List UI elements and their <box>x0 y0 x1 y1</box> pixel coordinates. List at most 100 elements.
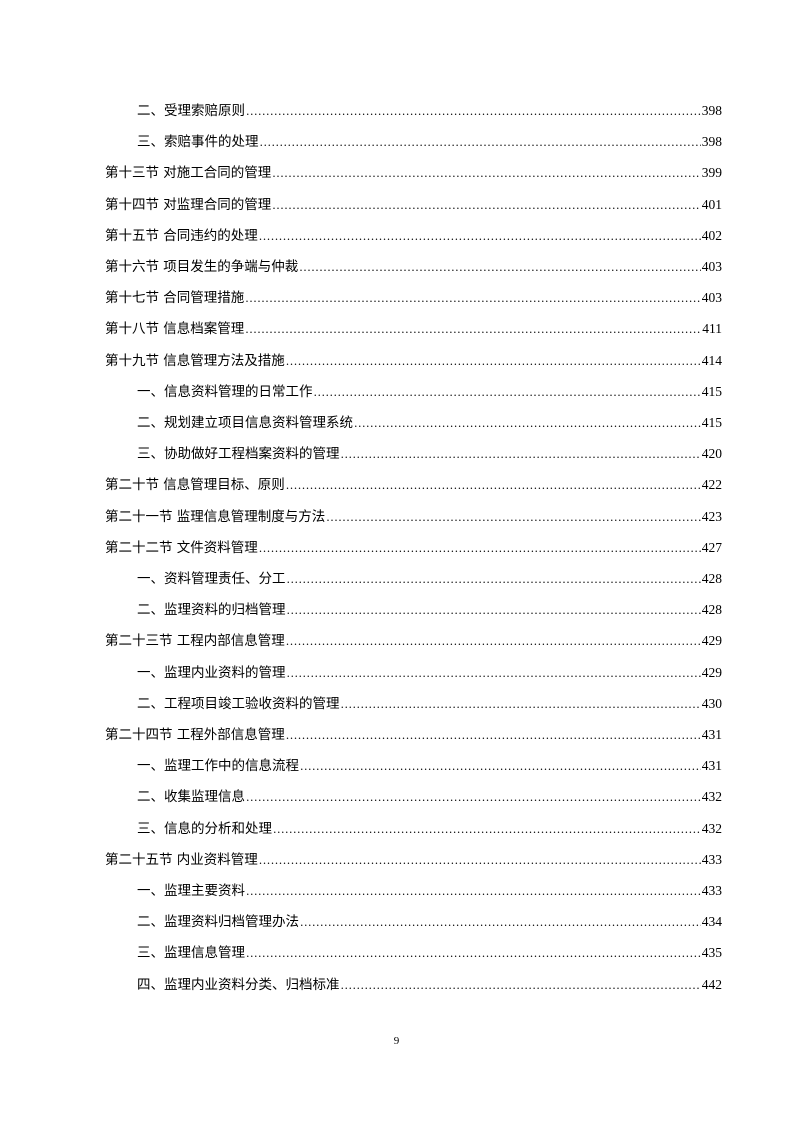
toc-entry[interactable]: 第二十一节 监理信息管理制度与方法 423 <box>105 507 722 527</box>
toc-entry[interactable]: 二、监理资料归档管理办法 434 <box>137 912 722 932</box>
toc-entry-page: 403 <box>701 290 722 306</box>
dot-leader <box>273 821 701 839</box>
toc-entry-title: 一、信息资料管理的日常工作 <box>137 383 313 400</box>
dot-leader <box>246 103 701 121</box>
dot-leader <box>300 758 701 776</box>
dot-leader <box>260 134 701 152</box>
toc-entry-title: 一、监理主要资料 <box>137 883 245 899</box>
toc-entry-page: 415 <box>701 415 722 430</box>
toc-entry-page: 432 <box>701 820 722 836</box>
dot-leader <box>245 290 700 308</box>
toc-entry[interactable]: 第二十二节 文件资料管理 427 <box>105 538 722 558</box>
toc-entry-page: 398 <box>701 103 722 118</box>
toc-entry-page: 398 <box>701 134 722 150</box>
toc-entry[interactable]: 二、受理索赔原则 398 <box>137 101 722 121</box>
dot-leader <box>246 945 701 963</box>
toc-entry-title: 第二十四节 工程外部信息管理 <box>105 727 285 743</box>
toc-entry[interactable]: 二、工程项目竣工验收资料的管理 430 <box>137 694 722 714</box>
dot-leader <box>341 446 701 464</box>
toc-entry-title: 二、监理资料的归档管理 <box>137 602 286 619</box>
dot-leader <box>341 696 701 714</box>
dot-leader <box>259 540 701 558</box>
dot-leader <box>326 509 700 527</box>
toc-entry-page: 415 <box>701 383 722 399</box>
toc-entry[interactable]: 三、监理信息管理 435 <box>137 943 722 963</box>
toc-entry-title: 二、收集监理信息 <box>137 789 245 806</box>
dot-leader <box>341 977 701 995</box>
toc-entry-title: 一、监理内业资料的管理 <box>137 664 286 681</box>
toc-entry-title: 三、监理信息管理 <box>137 945 245 962</box>
dot-leader <box>300 914 701 932</box>
toc-entry[interactable]: 第十九节 信息管理方法及措施 414 <box>105 351 722 371</box>
toc-entry[interactable]: 二、监理资料的归档管理 428 <box>137 600 722 620</box>
toc-entry-page: 428 <box>701 602 722 618</box>
toc-entry[interactable]: 一、监理主要资料 433 <box>137 881 722 901</box>
toc-entry[interactable]: 二、规划建立项目信息资料管理系统 415 <box>137 413 722 433</box>
toc-entry[interactable]: 一、监理工作中的信息流程 431 <box>137 756 722 776</box>
dot-leader <box>287 665 701 683</box>
toc-entry-page: 422 <box>701 477 722 493</box>
dot-leader <box>286 353 701 371</box>
toc-entry[interactable]: 二、收集监理信息 432 <box>137 787 722 807</box>
toc-entry-title: 第十九节 信息管理方法及措施 <box>105 352 285 369</box>
toc-entry-title: 第十七节 合同管理措施 <box>105 290 245 307</box>
toc-entry[interactable]: 第二十五节 内业资料管理 433 <box>105 850 722 870</box>
toc-entry[interactable]: 第十四节 对监理合同的管理 401 <box>105 195 722 215</box>
toc-entry[interactable]: 第二十三节 工程内部信息管理 429 <box>105 631 722 651</box>
toc-entry[interactable]: 第十六节 项目发生的争端与仲裁 403 <box>105 257 722 277</box>
toc-entry-page: 414 <box>701 352 722 368</box>
toc-entry-title: 第二十三节 工程内部信息管理 <box>105 633 285 650</box>
toc-entry-page: 431 <box>701 727 722 742</box>
dot-leader <box>287 602 701 620</box>
toc-entry-title: 第二十五节 内业资料管理 <box>105 851 258 868</box>
toc-entry[interactable]: 第十三节 对施工合同的管理 399 <box>105 163 722 183</box>
dot-leader <box>287 571 701 589</box>
toc-entry-title: 一、资料管理责任、分工 <box>137 571 286 587</box>
toc-entry[interactable]: 一、监理内业资料的管理 429 <box>137 663 722 683</box>
toc-entry[interactable]: 第十八节 信息档案管理 411 <box>105 319 722 339</box>
toc-entry-title: 三、协助做好工程档案资料的管理 <box>137 446 340 463</box>
toc-entry[interactable]: 三、协助做好工程档案资料的管理 420 <box>137 444 722 464</box>
toc-entry-title: 二、工程项目竣工验收资料的管理 <box>137 695 340 712</box>
toc-entry-page: 411 <box>702 321 722 337</box>
toc-entry-title: 第二十二节 文件资料管理 <box>105 539 258 556</box>
dot-leader <box>259 228 701 246</box>
toc-entry-page: 429 <box>701 633 722 649</box>
toc-entry[interactable]: 一、信息资料管理的日常工作 415 <box>137 382 722 402</box>
toc-entry[interactable]: 三、信息的分析和处理 432 <box>137 819 722 839</box>
toc-entry-title: 三、信息的分析和处理 <box>137 820 272 837</box>
toc-entry-page: 401 <box>701 196 722 212</box>
toc-entry-page: 430 <box>701 695 722 711</box>
toc-entry-title: 二、受理索赔原则 <box>137 103 245 119</box>
toc-entry[interactable]: 第十五节 合同违约的处理 402 <box>105 226 722 246</box>
toc-entry-title: 第十三节 对施工合同的管理 <box>105 165 272 182</box>
toc-entry-title: 第十六节 项目发生的争端与仲裁 <box>105 259 299 275</box>
toc-entry-page: 420 <box>701 446 722 462</box>
dot-leader <box>246 883 701 901</box>
toc-entry-title: 第十四节 对监理合同的管理 <box>105 196 272 213</box>
toc-entry-title: 三、索赔事件的处理 <box>137 134 259 151</box>
toc-entry-title: 二、规划建立项目信息资料管理系统 <box>137 415 353 431</box>
dot-leader <box>354 415 701 433</box>
toc-entry[interactable]: 一、资料管理责任、分工 428 <box>137 569 722 589</box>
toc-entry-title: 第十八节 信息档案管理 <box>105 321 245 338</box>
dot-leader <box>272 165 700 183</box>
toc-entry[interactable]: 四、监理内业资料分类、归档标准 442 <box>137 975 722 995</box>
dot-leader <box>286 727 701 745</box>
toc-entry-title: 第二十一节 监理信息管理制度与方法 <box>105 508 326 525</box>
toc-entry-page: 429 <box>701 664 722 680</box>
toc-entry[interactable]: 第十七节 合同管理措施 403 <box>105 288 722 308</box>
toc-entry[interactable]: 三、索赔事件的处理 398 <box>137 132 722 152</box>
dot-leader <box>286 477 701 495</box>
toc-entry-page: 434 <box>701 914 722 930</box>
dot-leader <box>245 321 701 339</box>
toc-entry-title: 二、监理资料归档管理办法 <box>137 914 299 931</box>
dot-leader <box>286 633 701 651</box>
toc-entry-page: 427 <box>701 539 722 555</box>
toc-entry-page: 403 <box>701 259 722 274</box>
dot-leader <box>246 789 701 807</box>
toc-entry[interactable]: 第二十节 信息管理目标、原则 422 <box>105 475 722 495</box>
page-number: 9 <box>393 1035 400 1047</box>
toc-entry[interactable]: 第二十四节 工程外部信息管理 431 <box>105 725 722 745</box>
toc-entry-page: 432 <box>701 789 722 805</box>
